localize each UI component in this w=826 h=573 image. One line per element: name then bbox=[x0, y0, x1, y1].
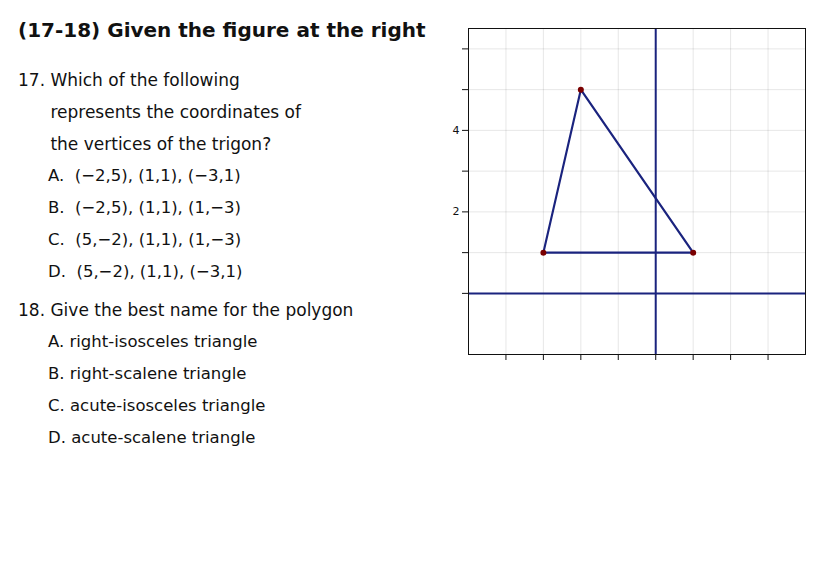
html-text:represents the coordinates of: represents the coordinates of bbox=[18, 102, 301, 122]
svg-text:4: 4 bbox=[453, 124, 460, 137]
html-text:D. acute-scalene triangle: D. acute-scalene triangle bbox=[48, 428, 256, 447]
html-text:B. (−2,5), (1,1), (1,−3): B. (−2,5), (1,1), (1,−3) bbox=[48, 198, 241, 217]
html-text:A. right-isosceles triangle: A. right-isosceles triangle bbox=[48, 332, 258, 351]
html-text:the vertices of the trigon?: the vertices of the trigon? bbox=[18, 134, 272, 154]
html-text:17. Which of the following: 17. Which of the following bbox=[18, 70, 240, 90]
html-text:C. (5,−2), (1,1), (1,−3): C. (5,−2), (1,1), (1,−3) bbox=[48, 230, 242, 249]
html-text:B. right-scalene triangle: B. right-scalene triangle bbox=[48, 364, 247, 383]
html-text:C. acute-isosceles triangle: C. acute-isosceles triangle bbox=[48, 396, 266, 415]
html-text:D. (5,−2), (1,1), (−3,1): D. (5,−2), (1,1), (−3,1) bbox=[48, 262, 243, 281]
svg-text:2: 2 bbox=[453, 205, 460, 218]
html-text:A. (−2,5), (1,1), (−3,1): A. (−2,5), (1,1), (−3,1) bbox=[48, 166, 241, 185]
html-text:(17-18) Given the figure at th: (17-18) Given the figure at the right bbox=[18, 18, 426, 42]
html-text:18. Give the best name for the: 18. Give the best name for the polygon bbox=[18, 300, 354, 320]
